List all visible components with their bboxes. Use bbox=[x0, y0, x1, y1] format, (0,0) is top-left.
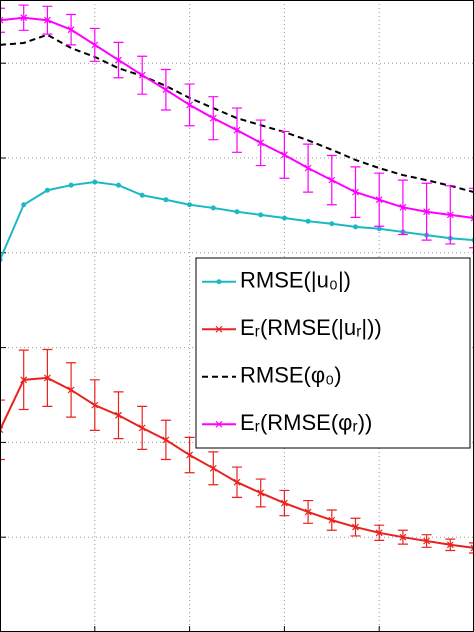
marker bbox=[233, 126, 241, 134]
marker bbox=[258, 212, 264, 218]
legend-label: RMSE(|u₀|) bbox=[240, 268, 351, 293]
marker bbox=[257, 139, 265, 147]
marker bbox=[399, 533, 407, 541]
marker bbox=[115, 411, 122, 419]
marker bbox=[257, 489, 265, 497]
marker bbox=[375, 529, 383, 537]
marker bbox=[186, 101, 194, 109]
marker bbox=[163, 197, 169, 203]
marker bbox=[44, 187, 50, 193]
marker bbox=[67, 386, 75, 394]
legend-box bbox=[195, 257, 471, 449]
marker bbox=[91, 41, 99, 49]
marker bbox=[162, 436, 170, 444]
marker bbox=[470, 214, 474, 222]
marker bbox=[470, 544, 474, 552]
legend-label: Eᵣ(RMSE(φᵣ)) bbox=[240, 410, 372, 435]
marker bbox=[138, 424, 146, 432]
error-bar bbox=[0, 7, 5, 33]
series bbox=[0, 179, 474, 263]
marker bbox=[281, 215, 287, 221]
marker bbox=[162, 86, 170, 94]
marker bbox=[280, 499, 288, 507]
marker bbox=[215, 420, 223, 428]
marker bbox=[376, 226, 382, 232]
marker bbox=[352, 188, 359, 196]
marker bbox=[209, 464, 217, 472]
marker bbox=[446, 211, 454, 219]
legend-label: Eᵣ(RMSE(|uᵣ|)) bbox=[240, 315, 382, 340]
marker bbox=[215, 325, 223, 333]
marker bbox=[305, 218, 311, 224]
marker bbox=[423, 537, 431, 545]
series-line bbox=[0, 33, 474, 194]
legend-label: RMSE(φ₀) bbox=[240, 363, 342, 388]
marker bbox=[68, 182, 74, 188]
marker bbox=[92, 179, 98, 185]
legend: RMSE(|u₀|) Eᵣ(RMSE(|uᵣ|)) RMSE(φ₀) Eᵣ(RMSE(… bbox=[195, 257, 471, 449]
error-bar bbox=[469, 542, 474, 554]
marker bbox=[139, 192, 145, 198]
marker bbox=[115, 56, 122, 64]
marker bbox=[352, 523, 359, 531]
marker bbox=[304, 164, 312, 172]
series bbox=[0, 348, 474, 554]
marker bbox=[0, 16, 4, 24]
series bbox=[0, 4, 474, 249]
error-bar bbox=[0, 399, 5, 461]
marker bbox=[43, 16, 51, 24]
marker bbox=[233, 478, 241, 486]
marker bbox=[304, 508, 312, 516]
marker bbox=[399, 203, 407, 211]
marker bbox=[186, 451, 194, 459]
marker bbox=[43, 374, 51, 382]
marker bbox=[210, 205, 216, 211]
marker bbox=[187, 202, 193, 208]
marker bbox=[67, 26, 75, 34]
marker bbox=[209, 114, 217, 122]
marker bbox=[375, 196, 383, 204]
marker bbox=[0, 426, 4, 434]
plot bbox=[0, 4, 474, 554]
marker bbox=[20, 376, 28, 384]
marker bbox=[116, 182, 121, 188]
marker bbox=[91, 401, 99, 409]
marker bbox=[353, 224, 358, 230]
error-bar bbox=[469, 187, 474, 249]
marker bbox=[446, 541, 454, 549]
marker bbox=[234, 209, 240, 215]
marker bbox=[20, 14, 28, 22]
marker bbox=[329, 221, 335, 227]
marker bbox=[21, 202, 27, 208]
marker bbox=[423, 208, 431, 216]
marker bbox=[328, 176, 336, 184]
marker bbox=[138, 71, 146, 79]
series bbox=[0, 33, 474, 194]
marker bbox=[328, 516, 336, 524]
marker bbox=[216, 279, 222, 285]
marker bbox=[280, 151, 288, 159]
